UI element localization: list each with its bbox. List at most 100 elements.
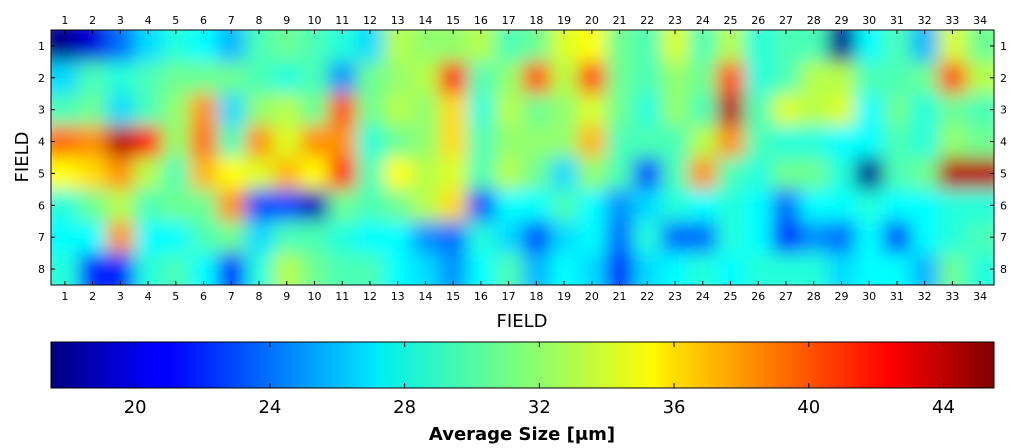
- heatmap-cell: [383, 93, 413, 127]
- heatmap-cell: [411, 157, 440, 190]
- x-tick-label-top: 1: [61, 14, 68, 27]
- x-tick-label-bottom: 4: [145, 290, 152, 303]
- heatmap-cell: [772, 157, 801, 190]
- heatmap-cell: [411, 61, 440, 95]
- heatmap-cell: [855, 30, 884, 63]
- y-tick-label-right: 3: [1000, 104, 1007, 117]
- heatmap-cell: [383, 30, 413, 63]
- heatmap-cell: [134, 189, 163, 222]
- y-tick-label-right: 7: [1000, 231, 1007, 244]
- heatmap-cell: [633, 157, 662, 190]
- heatmap-cell: [827, 61, 856, 95]
- heatmap-cell: [439, 221, 468, 254]
- heatmap-cell: [161, 189, 191, 222]
- heatmap-cell: [910, 93, 940, 127]
- heatmap-cell: [272, 61, 302, 95]
- heatmap-cell: [51, 221, 80, 254]
- x-tick-label-top: 9: [283, 14, 290, 27]
- heatmap-cell: [772, 221, 801, 254]
- heatmap-cell: [494, 253, 524, 285]
- heatmap-cell: [300, 253, 329, 285]
- x-tick-label-bottom: 6: [200, 290, 207, 303]
- heatmap-cell: [383, 157, 413, 190]
- heatmap-cell: [550, 125, 579, 159]
- heatmap-cell: [467, 93, 496, 127]
- heatmap-cell: [772, 93, 801, 127]
- heatmap-cell: [411, 125, 440, 159]
- heatmap-cell: [134, 30, 163, 63]
- x-tick-label-bottom: 28: [807, 290, 821, 303]
- heatmap-cell: [161, 253, 191, 285]
- heatmap-cell: [161, 125, 191, 159]
- heatmap-cell: [855, 253, 884, 285]
- heatmap-cell: [522, 30, 551, 63]
- heatmap-cell: [883, 157, 912, 190]
- heatmap-cell: [134, 157, 163, 190]
- heatmap-cell: [855, 93, 884, 127]
- y-tick-label-left: 2: [38, 72, 45, 85]
- heatmap-cell: [300, 61, 329, 95]
- heatmap-cell: [661, 61, 690, 95]
- heatmap-cell: [522, 125, 551, 159]
- x-tick-label-bottom: 14: [418, 290, 432, 303]
- heatmap-cell: [383, 125, 413, 159]
- heatmap-cell: [134, 93, 163, 127]
- heatmap-cell: [189, 189, 219, 222]
- heatmap-cell: [78, 221, 108, 254]
- y-tick-label-right: 1: [1000, 40, 1007, 53]
- heatmap-cell: [494, 30, 524, 63]
- heatmap-cell: [51, 157, 80, 190]
- heatmap-cell: [78, 30, 108, 63]
- heatmap-cell: [78, 125, 108, 159]
- heatmap-cell: [245, 125, 274, 159]
- x-tick-label-top: 7: [228, 14, 235, 27]
- heatmap-cell: [245, 189, 274, 222]
- heatmap-cell: [827, 221, 856, 254]
- heatmap-cell: [744, 30, 773, 63]
- heatmap-cell: [300, 221, 329, 254]
- heatmap-cell: [328, 157, 357, 190]
- heatmap-cell: [494, 93, 524, 127]
- y-tick-label-left: 5: [38, 167, 45, 180]
- heatmap-cell: [550, 61, 579, 95]
- heatmap-cell: [716, 157, 745, 190]
- heatmap-cell: [439, 189, 468, 222]
- x-tick-label-bottom: 31: [890, 290, 904, 303]
- heatmap-cell: [605, 61, 635, 95]
- heatmap-cell: [494, 157, 524, 190]
- heatmap-cell: [577, 61, 607, 95]
- heatmap-cell: [577, 189, 607, 222]
- heatmap-cell: [356, 253, 385, 285]
- heatmap-cell: [161, 221, 191, 254]
- x-tick-label-bottom: 34: [973, 290, 987, 303]
- heatmap-cell: [439, 61, 468, 95]
- heatmap-cell: [772, 189, 801, 222]
- x-tick-label-top: 24: [696, 14, 710, 27]
- heatmap-cell: [772, 30, 801, 63]
- heatmap-cell: [855, 189, 884, 222]
- heatmap-cell: [966, 221, 994, 254]
- x-tick-label-bottom: 5: [172, 290, 179, 303]
- y-tick-label-left: 3: [38, 104, 45, 117]
- heatmap-cell: [245, 253, 274, 285]
- x-tick-label-bottom: 30: [862, 290, 876, 303]
- heatmap-cell: [744, 125, 773, 159]
- heatmap-cell: [938, 125, 967, 159]
- x-tick-label-bottom: 10: [307, 290, 321, 303]
- heatmap-cell: [300, 157, 329, 190]
- heatmap-cell: [799, 125, 829, 159]
- x-tick-label-bottom: 15: [446, 290, 460, 303]
- x-tick-label-bottom: 26: [751, 290, 765, 303]
- heatmap-cell: [883, 61, 912, 95]
- x-tick-label-bottom: 32: [918, 290, 932, 303]
- heatmap-cell: [217, 61, 246, 95]
- heatmap-cell: [688, 125, 718, 159]
- heatmap-cell: [245, 221, 274, 254]
- heatmap-cell: [855, 125, 884, 159]
- heatmap-cell: [772, 61, 801, 95]
- heatmap-cell: [51, 253, 80, 285]
- heatmap-cell: [106, 253, 135, 285]
- heatmap-cell: [605, 93, 635, 127]
- heatmap-cell: [661, 30, 690, 63]
